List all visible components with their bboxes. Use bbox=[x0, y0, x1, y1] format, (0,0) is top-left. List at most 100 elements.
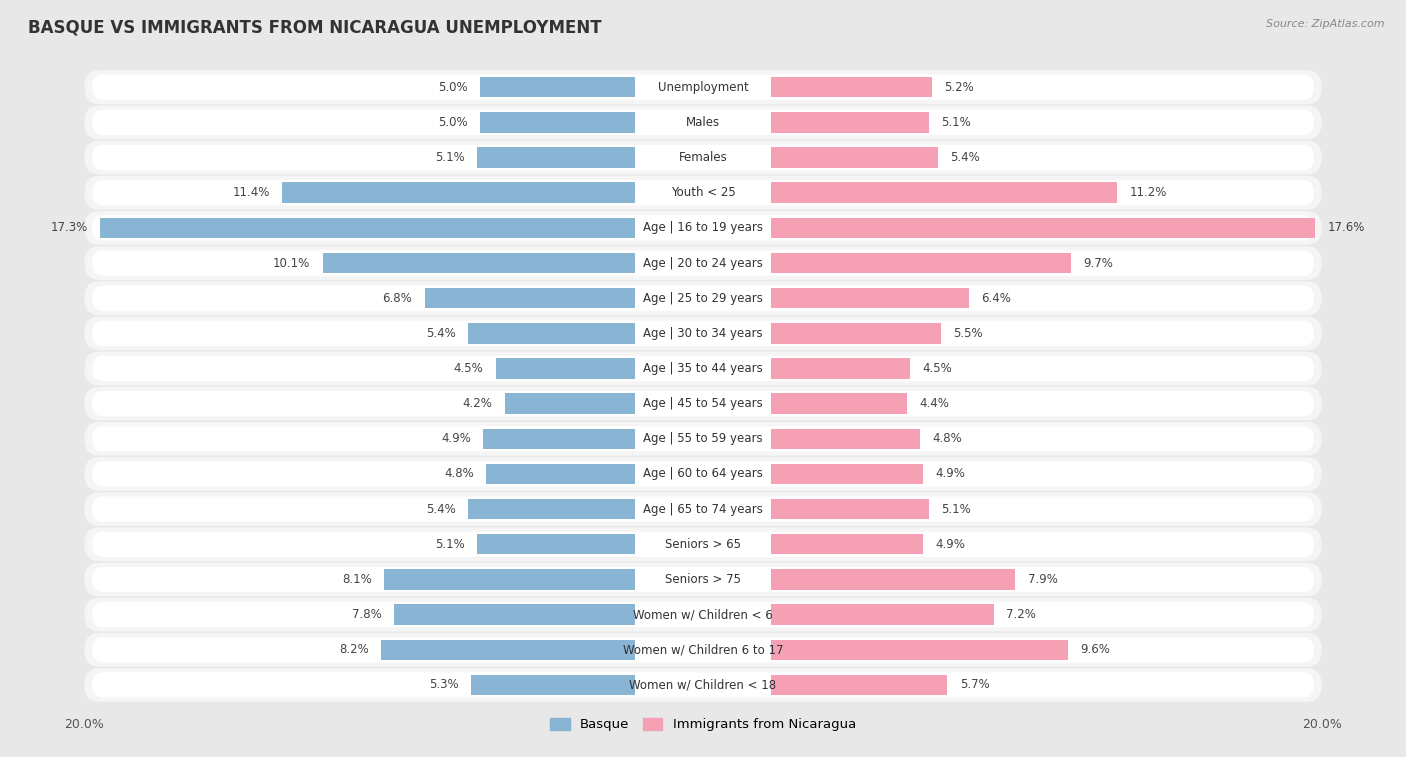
FancyBboxPatch shape bbox=[84, 492, 1322, 526]
Text: 17.6%: 17.6% bbox=[1327, 221, 1365, 235]
Bar bbox=[505, 394, 636, 414]
Bar bbox=[770, 218, 1316, 238]
Text: 5.4%: 5.4% bbox=[950, 151, 980, 164]
Text: 4.9%: 4.9% bbox=[441, 432, 471, 445]
Bar bbox=[770, 323, 941, 344]
FancyBboxPatch shape bbox=[91, 426, 1315, 451]
Bar bbox=[770, 604, 994, 625]
Text: 4.8%: 4.8% bbox=[932, 432, 962, 445]
FancyBboxPatch shape bbox=[84, 633, 1322, 667]
FancyBboxPatch shape bbox=[91, 285, 1315, 311]
Text: 4.4%: 4.4% bbox=[920, 397, 949, 410]
Text: 10.1%: 10.1% bbox=[273, 257, 311, 269]
FancyBboxPatch shape bbox=[84, 387, 1322, 421]
FancyBboxPatch shape bbox=[91, 497, 1315, 522]
Bar bbox=[770, 288, 969, 308]
Text: Unemployment: Unemployment bbox=[658, 81, 748, 94]
Text: 7.2%: 7.2% bbox=[1007, 608, 1036, 621]
Text: Women w/ Children < 18: Women w/ Children < 18 bbox=[630, 678, 776, 691]
Text: 11.2%: 11.2% bbox=[1130, 186, 1167, 199]
Text: Youth < 25: Youth < 25 bbox=[671, 186, 735, 199]
Text: 4.9%: 4.9% bbox=[935, 468, 965, 481]
Bar bbox=[770, 253, 1071, 273]
FancyBboxPatch shape bbox=[636, 324, 770, 342]
FancyBboxPatch shape bbox=[91, 531, 1315, 557]
Text: 5.0%: 5.0% bbox=[439, 81, 468, 94]
Text: Females: Females bbox=[679, 151, 727, 164]
Text: 4.9%: 4.9% bbox=[935, 537, 965, 551]
FancyBboxPatch shape bbox=[636, 254, 770, 273]
FancyBboxPatch shape bbox=[636, 78, 770, 96]
FancyBboxPatch shape bbox=[84, 176, 1322, 210]
Text: 5.5%: 5.5% bbox=[953, 327, 983, 340]
Bar bbox=[770, 148, 938, 168]
FancyBboxPatch shape bbox=[91, 321, 1315, 346]
Bar bbox=[471, 674, 636, 695]
Bar bbox=[770, 428, 920, 449]
FancyBboxPatch shape bbox=[84, 457, 1322, 491]
FancyBboxPatch shape bbox=[636, 114, 770, 132]
Text: Age | 25 to 29 years: Age | 25 to 29 years bbox=[643, 291, 763, 304]
Bar bbox=[384, 569, 636, 590]
Text: 5.3%: 5.3% bbox=[429, 678, 458, 691]
FancyBboxPatch shape bbox=[636, 394, 770, 413]
FancyBboxPatch shape bbox=[84, 141, 1322, 174]
Text: 4.5%: 4.5% bbox=[454, 362, 484, 375]
Bar bbox=[394, 604, 636, 625]
Text: Women w/ Children 6 to 17: Women w/ Children 6 to 17 bbox=[623, 643, 783, 656]
FancyBboxPatch shape bbox=[636, 465, 770, 483]
FancyBboxPatch shape bbox=[636, 148, 770, 167]
Text: 5.2%: 5.2% bbox=[945, 81, 974, 94]
FancyBboxPatch shape bbox=[91, 215, 1315, 241]
Bar bbox=[283, 182, 636, 203]
Text: 5.4%: 5.4% bbox=[426, 327, 456, 340]
FancyBboxPatch shape bbox=[636, 500, 770, 519]
Bar bbox=[322, 253, 636, 273]
FancyBboxPatch shape bbox=[84, 598, 1322, 631]
FancyBboxPatch shape bbox=[636, 676, 770, 694]
Text: Women w/ Children < 6: Women w/ Children < 6 bbox=[633, 608, 773, 621]
FancyBboxPatch shape bbox=[91, 567, 1315, 592]
Text: Age | 20 to 24 years: Age | 20 to 24 years bbox=[643, 257, 763, 269]
Bar bbox=[770, 77, 932, 98]
Text: 11.4%: 11.4% bbox=[232, 186, 270, 199]
Bar bbox=[468, 499, 636, 519]
FancyBboxPatch shape bbox=[91, 180, 1315, 205]
Text: 4.8%: 4.8% bbox=[444, 468, 474, 481]
Text: 5.1%: 5.1% bbox=[434, 537, 465, 551]
Bar bbox=[481, 77, 636, 98]
Text: 5.7%: 5.7% bbox=[960, 678, 990, 691]
FancyBboxPatch shape bbox=[84, 422, 1322, 456]
Bar bbox=[484, 428, 636, 449]
Bar bbox=[770, 182, 1118, 203]
Bar bbox=[481, 112, 636, 132]
Bar bbox=[486, 464, 636, 484]
Text: 9.7%: 9.7% bbox=[1084, 257, 1114, 269]
Bar bbox=[770, 394, 907, 414]
Bar bbox=[770, 640, 1069, 660]
Bar bbox=[770, 674, 948, 695]
Text: 7.8%: 7.8% bbox=[352, 608, 381, 621]
Text: 9.6%: 9.6% bbox=[1080, 643, 1111, 656]
FancyBboxPatch shape bbox=[91, 672, 1315, 698]
FancyBboxPatch shape bbox=[91, 602, 1315, 628]
Text: 6.8%: 6.8% bbox=[382, 291, 412, 304]
Text: Males: Males bbox=[686, 116, 720, 129]
Text: 7.9%: 7.9% bbox=[1028, 573, 1057, 586]
Text: 5.0%: 5.0% bbox=[439, 116, 468, 129]
Legend: Basque, Immigrants from Nicaragua: Basque, Immigrants from Nicaragua bbox=[544, 712, 862, 737]
FancyBboxPatch shape bbox=[84, 211, 1322, 245]
Text: 5.4%: 5.4% bbox=[426, 503, 456, 516]
Text: Seniors > 75: Seniors > 75 bbox=[665, 573, 741, 586]
Text: 4.5%: 4.5% bbox=[922, 362, 952, 375]
FancyBboxPatch shape bbox=[84, 70, 1322, 104]
FancyBboxPatch shape bbox=[636, 640, 770, 659]
Bar bbox=[477, 148, 636, 168]
FancyBboxPatch shape bbox=[84, 562, 1322, 597]
Text: Age | 30 to 34 years: Age | 30 to 34 years bbox=[643, 327, 763, 340]
Text: 8.2%: 8.2% bbox=[339, 643, 368, 656]
Text: BASQUE VS IMMIGRANTS FROM NICARAGUA UNEMPLOYMENT: BASQUE VS IMMIGRANTS FROM NICARAGUA UNEM… bbox=[28, 19, 602, 37]
FancyBboxPatch shape bbox=[91, 391, 1315, 416]
Bar bbox=[477, 534, 636, 554]
FancyBboxPatch shape bbox=[636, 183, 770, 202]
